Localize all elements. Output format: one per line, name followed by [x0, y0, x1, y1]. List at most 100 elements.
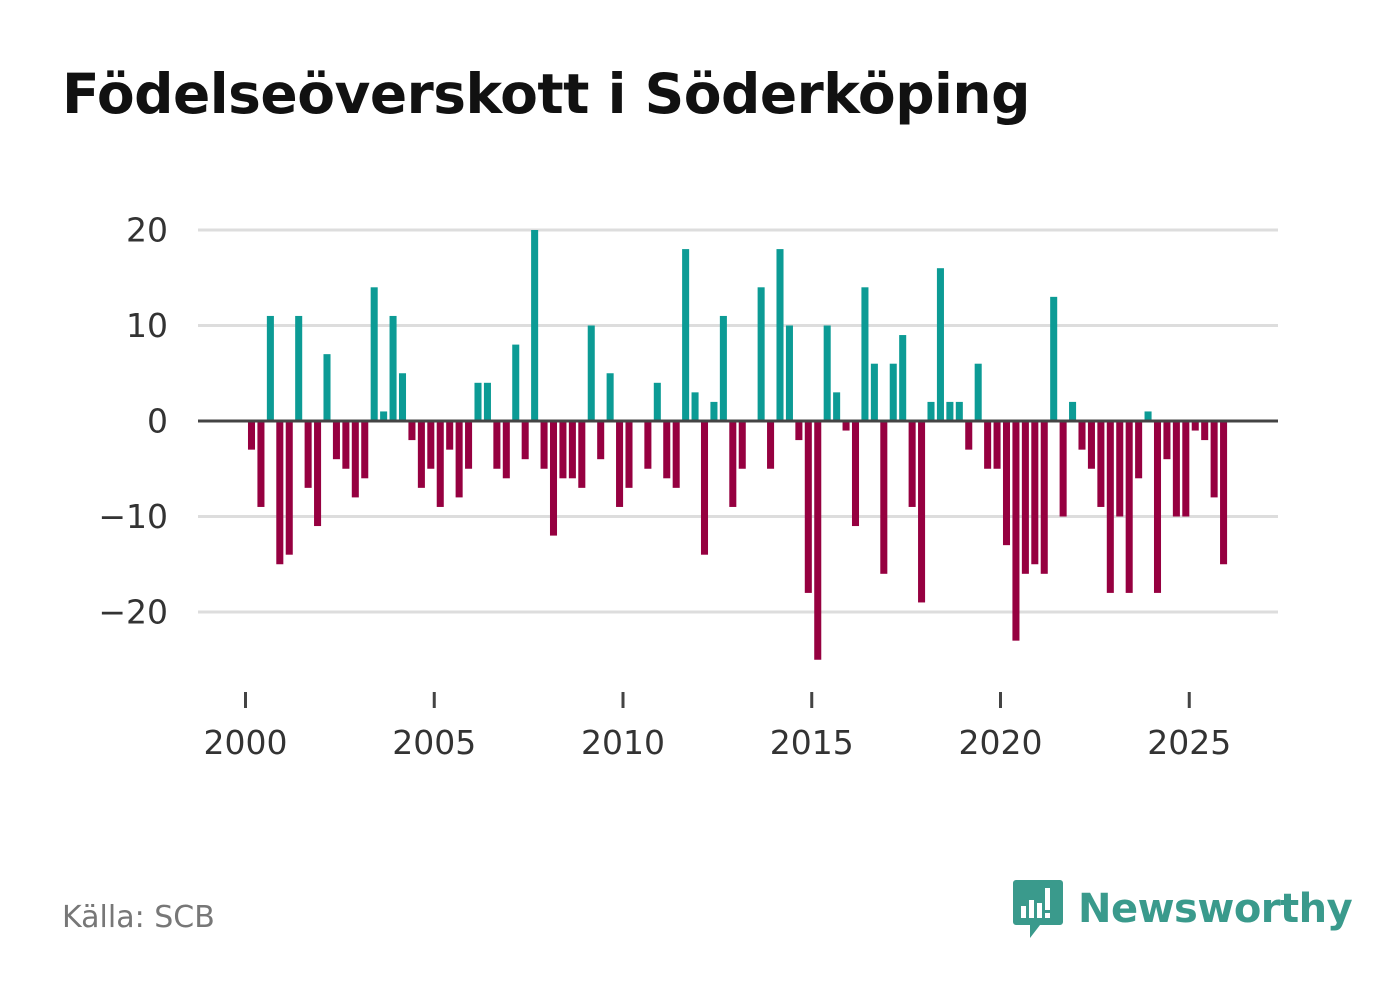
bar-negative [1116, 421, 1124, 517]
bar-negative [247, 421, 256, 450]
bar-positive [776, 249, 784, 421]
bar-negative [1210, 421, 1218, 498]
bar-negative [814, 421, 822, 660]
bar-negative [1040, 421, 1048, 574]
bar-negative [417, 421, 425, 488]
bar-negative [804, 421, 812, 593]
bar-negative [1220, 421, 1228, 565]
x-tick-label: 2020 [959, 723, 1043, 762]
source-note: Källa: SCB [62, 900, 215, 935]
bar-positive [691, 392, 699, 421]
bar-negative [918, 421, 926, 603]
bar-negative [1191, 421, 1199, 431]
bar-positive [927, 401, 935, 421]
x-tick-label: 2010 [581, 723, 665, 762]
bar-negative [965, 421, 973, 450]
bar-positive [833, 392, 841, 421]
bar-positive [823, 325, 831, 421]
bar-negative [521, 421, 529, 460]
bar-negative [1097, 421, 1105, 507]
bar-positive [1050, 296, 1058, 421]
bar-negative [361, 421, 369, 479]
bar-negative [1201, 421, 1209, 441]
bar-negative [795, 421, 803, 441]
bar-negative [1021, 421, 1029, 574]
y-tick-label: 20 [126, 211, 168, 250]
bar-negative [446, 421, 454, 450]
bar-positive [889, 363, 897, 421]
bar-positive [955, 401, 963, 421]
bar-negative [767, 421, 775, 469]
bar-negative [880, 421, 888, 574]
bar-negative [1002, 421, 1011, 546]
bar-negative [663, 421, 671, 479]
bar-negative [549, 421, 558, 536]
bar-positive [1144, 411, 1152, 421]
bar-positive [653, 382, 661, 421]
bar-negative [1135, 421, 1143, 479]
bar-negative [342, 421, 350, 469]
bar-negative [408, 421, 416, 441]
bar-negative [1163, 421, 1171, 460]
brand-logo[interactable]: Newsworthy [1012, 878, 1353, 940]
bar-positive [398, 373, 407, 421]
chart-title: Födelseöverskott i Söderköping [62, 62, 1030, 126]
x-tick-label: 2025 [1147, 723, 1231, 762]
bar-positive [710, 401, 718, 421]
bar-positive [1069, 401, 1077, 421]
y-tick-label: 10 [126, 306, 168, 345]
bar-positive [785, 325, 793, 421]
bar-negative [993, 421, 1001, 469]
bar-negative [285, 421, 293, 555]
bar-positive [936, 268, 944, 421]
bar-negative [465, 421, 473, 469]
bar-negative [540, 421, 548, 469]
bar-negative [700, 421, 709, 555]
y-tick-label: 0 [147, 402, 168, 441]
bar-positive [719, 315, 727, 421]
bar-negative [738, 421, 746, 469]
bar-negative [314, 421, 322, 527]
bar-positive [974, 363, 982, 421]
bar-negative [1078, 421, 1086, 450]
bar-positive [861, 287, 869, 421]
bar-negative [597, 421, 605, 460]
x-tick-label: 2015 [770, 723, 854, 762]
bar-chart-icon [1013, 880, 1063, 938]
bar-negative [1087, 421, 1095, 469]
bar-positive [380, 411, 388, 421]
bar-positive [389, 315, 397, 421]
bar-negative [1012, 421, 1020, 641]
bar-negative [729, 421, 737, 507]
bar-positive [370, 287, 378, 421]
bar-negative [568, 421, 576, 479]
bar-negative [616, 421, 624, 507]
bar-negative [1125, 421, 1133, 593]
bar-negative [842, 421, 850, 431]
bar-positive [531, 230, 539, 421]
bar-negative [351, 421, 359, 498]
bar-negative [559, 421, 567, 479]
grid-lines [198, 228, 1278, 614]
bar-negative [672, 421, 680, 488]
bar-positive [682, 249, 690, 421]
bar-negative [502, 421, 510, 479]
bar-negative [276, 421, 284, 565]
bar-positive [606, 373, 614, 421]
bar-positive [587, 325, 595, 421]
bar-negative [1172, 421, 1180, 517]
bar-negative [436, 421, 444, 507]
bar-positive [474, 382, 482, 421]
bar-negative [304, 421, 312, 488]
brand-name: Newsworthy [1078, 886, 1353, 932]
x-tick-label: 2000 [204, 723, 288, 762]
x-tick-label: 2005 [392, 723, 476, 762]
y-tick-label: −20 [98, 593, 168, 632]
bar-negative [1106, 421, 1114, 593]
bar-positive [323, 354, 331, 421]
bar-negative [1031, 421, 1039, 565]
bar-negative [1059, 421, 1067, 517]
bar-positive [266, 315, 274, 421]
bar-negative [578, 421, 586, 488]
bar-positive [483, 382, 491, 421]
